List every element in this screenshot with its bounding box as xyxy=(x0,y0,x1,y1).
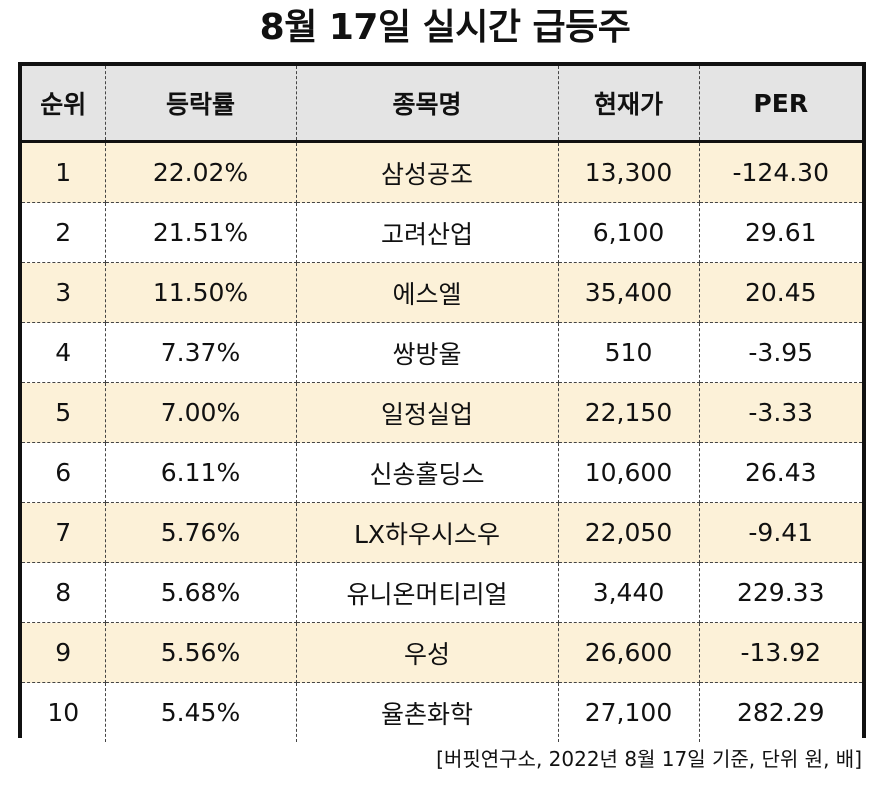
cell-per: 229.33 xyxy=(699,562,862,623)
table-row: 10 5.45% 율촌화학 27,100 282.29 xyxy=(22,682,862,742)
cell-stock-name: 일정실업 xyxy=(296,382,559,443)
cell-rank: 2 xyxy=(22,202,106,263)
cell-rank: 5 xyxy=(22,382,106,443)
cell-rank: 9 xyxy=(22,622,106,683)
cell-per: 20.45 xyxy=(699,262,862,323)
cell-change-rate: 5.45% xyxy=(105,682,297,742)
cell-current-price: 13,300 xyxy=(558,141,700,203)
cell-per: -124.30 xyxy=(699,141,862,203)
cell-current-price: 26,600 xyxy=(558,622,700,683)
cell-current-price: 10,600 xyxy=(558,442,700,503)
cell-stock-name: 쌍방울 xyxy=(296,322,559,383)
cell-per: 29.61 xyxy=(699,202,862,263)
cell-change-rate: 5.56% xyxy=(105,622,297,683)
cell-current-price: 6,100 xyxy=(558,202,700,263)
cell-current-price: 35,400 xyxy=(558,262,700,323)
table-row: 5 7.00% 일정실업 22,150 -3.33 xyxy=(22,382,862,443)
source-footnote: [버핏연구소, 2022년 8월 17일 기준, 단위 원, 배] xyxy=(436,747,862,771)
cell-change-rate: 21.51% xyxy=(105,202,297,263)
table-row: 7 5.76% LX하우시스우 22,050 -9.41 xyxy=(22,502,862,563)
cell-per: -13.92 xyxy=(699,622,862,683)
cell-rank: 1 xyxy=(22,141,106,203)
table-row: 9 5.56% 우성 26,600 -13.92 xyxy=(22,622,862,683)
cell-change-rate: 6.11% xyxy=(105,442,297,503)
table-row: 1 22.02% 삼성공조 13,300 -124.30 xyxy=(22,141,862,203)
cell-stock-name: 유니온머티리얼 xyxy=(296,562,559,623)
cell-rank: 7 xyxy=(22,502,106,563)
cell-stock-name: 에스엘 xyxy=(296,262,559,323)
header-rank: 순위 xyxy=(22,66,106,143)
header-current-price: 현재가 xyxy=(558,66,700,143)
cell-current-price: 22,050 xyxy=(558,502,700,563)
stock-table-container: 순위 등락률 종목명 현재가 PER 1 22.02% 삼성공조 13,300 … xyxy=(18,62,866,742)
table-row: 6 6.11% 신송홀딩스 10,600 26.43 xyxy=(22,442,862,503)
cell-change-rate: 11.50% xyxy=(105,262,297,323)
cell-stock-name: LX하우시스우 xyxy=(296,502,559,563)
cell-stock-name: 신송홀딩스 xyxy=(296,442,559,503)
cell-rank: 8 xyxy=(22,562,106,623)
cell-stock-name: 삼성공조 xyxy=(296,141,559,203)
cell-change-rate: 7.00% xyxy=(105,382,297,443)
cell-current-price: 27,100 xyxy=(558,682,700,742)
stock-table: 순위 등락률 종목명 현재가 PER 1 22.02% 삼성공조 13,300 … xyxy=(22,66,862,742)
cell-stock-name: 우성 xyxy=(296,622,559,683)
cell-change-rate: 22.02% xyxy=(105,141,297,203)
cell-per: -3.95 xyxy=(699,322,862,383)
cell-rank: 10 xyxy=(22,682,106,742)
cell-per: -3.33 xyxy=(699,382,862,443)
cell-per: 26.43 xyxy=(699,442,862,503)
table-row: 2 21.51% 고려산업 6,100 29.61 xyxy=(22,202,862,263)
header-per: PER xyxy=(699,66,862,143)
cell-per: -9.41 xyxy=(699,502,862,563)
cell-per: 282.29 xyxy=(699,682,862,742)
cell-stock-name: 율촌화학 xyxy=(296,682,559,742)
cell-change-rate: 7.37% xyxy=(105,322,297,383)
cell-current-price: 3,440 xyxy=(558,562,700,623)
table-row: 8 5.68% 유니온머티리얼 3,440 229.33 xyxy=(22,562,862,623)
header-change-rate: 등락률 xyxy=(105,66,297,143)
table-row: 4 7.37% 쌍방울 510 -3.95 xyxy=(22,322,862,383)
cell-stock-name: 고려산업 xyxy=(296,202,559,263)
cell-current-price: 510 xyxy=(558,322,700,383)
page-title: 8월 17일 실시간 급등주 xyxy=(259,7,631,48)
table-row: 3 11.50% 에스엘 35,400 20.45 xyxy=(22,262,862,323)
cell-rank: 6 xyxy=(22,442,106,503)
cell-current-price: 22,150 xyxy=(558,382,700,443)
header-stock-name: 종목명 xyxy=(296,66,559,143)
cell-rank: 3 xyxy=(22,262,106,323)
cell-rank: 4 xyxy=(22,322,106,383)
table-header-row: 순위 등락률 종목명 현재가 PER xyxy=(22,66,862,143)
cell-change-rate: 5.68% xyxy=(105,562,297,623)
cell-change-rate: 5.76% xyxy=(105,502,297,563)
